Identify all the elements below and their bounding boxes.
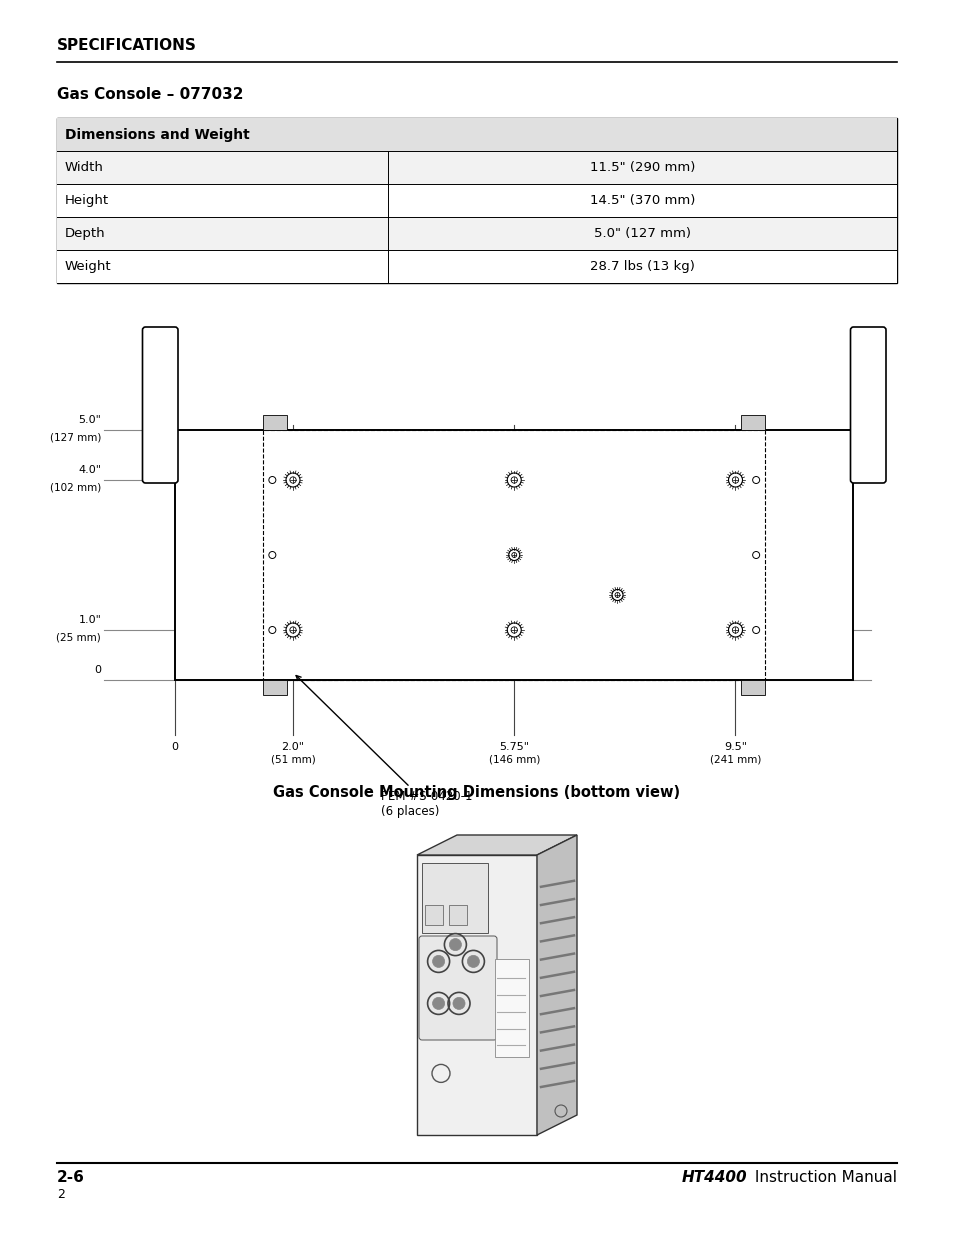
- Bar: [57, 184, 896, 217]
- Text: 4.0": 4.0": [78, 466, 101, 475]
- Circle shape: [449, 939, 461, 951]
- Text: (102 mm): (102 mm): [50, 482, 101, 492]
- Bar: [263, 415, 287, 430]
- Bar: [495, 958, 528, 1057]
- Bar: [740, 680, 764, 695]
- Text: 28.7 lbs (13 kg): 28.7 lbs (13 kg): [590, 261, 694, 273]
- Polygon shape: [416, 835, 577, 855]
- Bar: [57, 249, 896, 283]
- Text: Gas Console Mounting Dimensions (bottom view): Gas Console Mounting Dimensions (bottom …: [274, 785, 679, 800]
- Text: Gas Console – 077032: Gas Console – 077032: [57, 86, 243, 103]
- Bar: [57, 217, 896, 249]
- Text: Height: Height: [65, 194, 109, 207]
- Circle shape: [432, 956, 444, 967]
- Text: (51 mm): (51 mm): [271, 755, 315, 764]
- Text: 11.5" (290 mm): 11.5" (290 mm): [589, 161, 695, 174]
- Text: (241 mm): (241 mm): [709, 755, 760, 764]
- FancyBboxPatch shape: [418, 936, 497, 1040]
- Circle shape: [453, 998, 464, 1009]
- Bar: [424, 905, 442, 925]
- Polygon shape: [537, 835, 577, 1135]
- Text: Width: Width: [65, 161, 104, 174]
- Text: 5.75": 5.75": [498, 742, 529, 752]
- Bar: [263, 680, 287, 695]
- Bar: [449, 905, 467, 925]
- Bar: [740, 415, 764, 430]
- Text: Depth: Depth: [65, 227, 106, 240]
- Text: SPECIFICATIONS: SPECIFICATIONS: [57, 38, 196, 53]
- Text: Instruction Manual: Instruction Manual: [749, 1170, 896, 1186]
- Bar: [57, 119, 896, 151]
- Bar: [416, 855, 537, 1135]
- Text: Weight: Weight: [65, 261, 112, 273]
- Text: (146 mm): (146 mm): [488, 755, 539, 764]
- Text: (127 mm): (127 mm): [50, 432, 101, 442]
- Text: 2.0": 2.0": [281, 742, 304, 752]
- Text: 9.5": 9.5": [723, 742, 746, 752]
- Bar: [57, 151, 896, 184]
- FancyBboxPatch shape: [142, 327, 178, 483]
- Text: PEM #S-0420-1
(6 places): PEM #S-0420-1 (6 places): [295, 676, 473, 818]
- Bar: [57, 119, 896, 283]
- Text: (25 mm): (25 mm): [56, 632, 101, 642]
- Text: Dimensions and Weight: Dimensions and Weight: [65, 127, 250, 142]
- Text: HT4400: HT4400: [681, 1170, 747, 1186]
- Bar: [174, 430, 853, 680]
- Circle shape: [467, 956, 479, 967]
- Text: 2: 2: [57, 1188, 65, 1200]
- Text: 2-6: 2-6: [57, 1170, 85, 1186]
- Bar: [263, 430, 764, 680]
- Text: 1.0": 1.0": [78, 615, 101, 625]
- Text: 5.0" (127 mm): 5.0" (127 mm): [594, 227, 690, 240]
- Text: 5.0": 5.0": [78, 415, 101, 425]
- FancyBboxPatch shape: [850, 327, 885, 483]
- Circle shape: [432, 998, 444, 1009]
- Text: 14.5" (370 mm): 14.5" (370 mm): [589, 194, 695, 207]
- Text: 0: 0: [94, 664, 101, 676]
- Text: 0: 0: [172, 742, 178, 752]
- Bar: [421, 863, 488, 934]
